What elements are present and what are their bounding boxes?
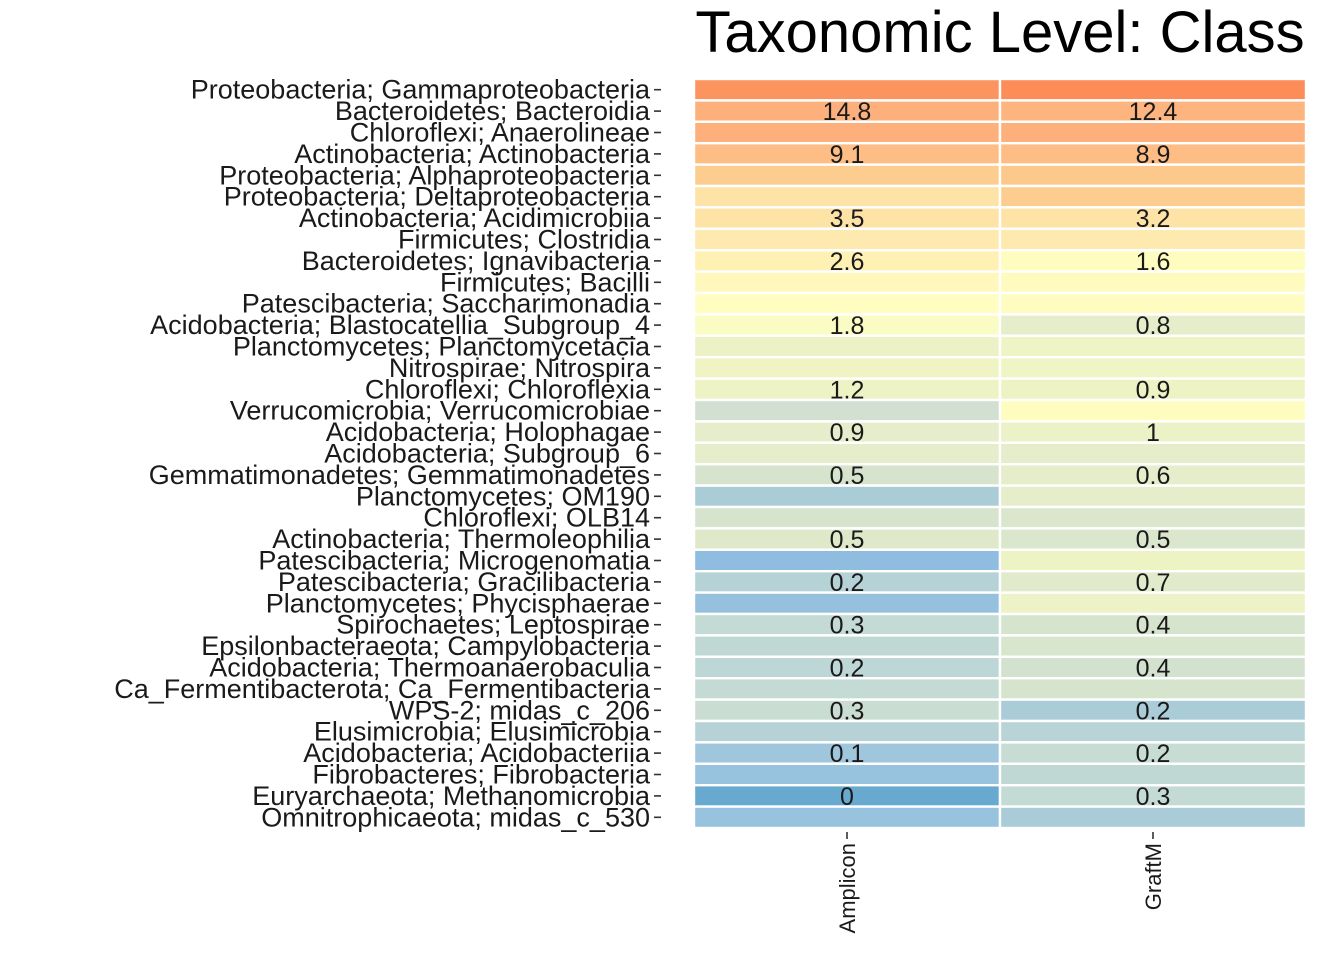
cell-value-label: 0.5 <box>830 526 865 554</box>
column-labels: Amplicon GraftM <box>835 832 1166 933</box>
cell-value-label: 1.2 <box>830 376 865 404</box>
row-label: Planctomycetes; Phycisphaerae <box>266 588 650 618</box>
row-label: Acidobacteria; Acidobacteriia <box>303 738 651 768</box>
row-label: Acidobacteria; Subgroup_6 <box>324 439 650 469</box>
cell-value-label: 8.9 <box>1136 141 1171 169</box>
cell-value-label: 0.4 <box>1136 655 1171 683</box>
heatmap-cell <box>998 805 1308 830</box>
cell-value-label: 0.4 <box>1136 612 1171 640</box>
row-label: Proteobacteria; Gammaproteobacteria <box>191 75 651 105</box>
chart-title: Taxonomic Level: Class <box>695 0 1304 65</box>
heatmap-cells <box>692 77 1308 830</box>
row-label: Nitrospirae; Nitrospira <box>389 353 651 383</box>
row-label: Chloroflexi; Anaerolineae <box>350 118 650 148</box>
cell-value-label: 0.2 <box>830 655 865 683</box>
row-label: Patescibacteria; Microgenomatia <box>258 546 651 576</box>
cell-value-label: 3.2 <box>1136 205 1171 233</box>
cell-value-label: 12.4 <box>1129 98 1178 126</box>
row-label: Fibrobacteres; Fibrobacteria <box>312 760 651 790</box>
cell-value-label: 14.8 <box>823 98 872 126</box>
row-label: Patescibacteria; Gracilibacteria <box>278 567 651 597</box>
cell-value-label: 1 <box>1146 419 1160 447</box>
cell-value-label: 9.1 <box>830 141 865 169</box>
cell-value-label: 0.5 <box>830 462 865 490</box>
cell-value-label: 1.8 <box>830 312 865 340</box>
row-label: Bacteroidetes; Bacteroidia <box>335 96 651 126</box>
cell-value-label: 0.9 <box>1136 376 1171 404</box>
row-label: Actinobacteria; Thermoleophilia <box>272 524 651 554</box>
cell-value-label: 0.2 <box>1136 740 1171 768</box>
cell-value-label: 0.6 <box>1136 462 1171 490</box>
cell-value-label: 3.5 <box>830 205 865 233</box>
cell-value-label: 2.6 <box>830 248 865 276</box>
cell-value-label: 0.9 <box>830 419 865 447</box>
row-label: Patescibacteria; Saccharimonadia <box>242 289 651 319</box>
row-label: Acidobacteria; Thermoanaerobaculia <box>209 653 651 683</box>
row-label: Acidobacteria; Blastocatellia_Subgroup_4 <box>150 310 650 340</box>
cell-value-label: 0.5 <box>1136 526 1171 554</box>
cell-value-label: 0.3 <box>830 612 865 640</box>
column-label: Amplicon <box>835 843 860 933</box>
row-label: Acidobacteria; Holophagae <box>326 417 650 447</box>
row-labels: Proteobacteria; GammaproteobacteriaBacte… <box>114 75 661 832</box>
row-label: Proteobacteria; Deltaproteobacteria <box>224 182 651 212</box>
row-label: Chloroflexi; OLB14 <box>423 503 650 533</box>
cell-value-label: 1.6 <box>1136 248 1171 276</box>
column-label: GraftM <box>1141 843 1166 910</box>
row-label: Firmicutes; Bacilli <box>440 267 650 297</box>
heatmap-cell-labels: 14.8 12.4 9.1 8.9 3.5 3.2 2.6 1.6 1.8 0.8 1.2 0.9 0.… <box>823 98 1178 811</box>
cell-value-label: 0.2 <box>1136 697 1171 725</box>
row-label: Verrucomicrobia; Verrucomicrobiae <box>230 396 650 426</box>
row-label: Epsilonbacteraeota; Campylobacteria <box>201 631 651 661</box>
row-label: Spirochaetes; Leptospirae <box>336 610 650 640</box>
row-label: Firmicutes; Clostridia <box>398 225 651 255</box>
row-label: Actinobacteria; Actinobacteria <box>294 139 651 169</box>
row-label: Chloroflexi; Chloroflexia <box>365 374 651 404</box>
cell-value-label: 0.2 <box>830 569 865 597</box>
row-label: WPS-2; midas_c_206 <box>389 695 650 725</box>
cell-value-label: 0.3 <box>830 697 865 725</box>
cell-value-label: 0.8 <box>1136 312 1171 340</box>
row-label: Actinobacteria; Acidimicrobiia <box>299 203 651 233</box>
row-label: Planctomycetes; Planctomycetacia <box>233 332 651 362</box>
row-label: Elusimicrobia; Elusimicrobia <box>314 717 651 747</box>
row-label: Proteobacteria; Alphaproteobacteria <box>219 160 651 190</box>
row-label: Gemmatimonadetes; Gemmatimonadetes <box>149 460 650 490</box>
cell-value-label: 0.3 <box>1136 783 1171 811</box>
row-label: Omnitrophicaeota; midas_c_530 <box>261 802 650 832</box>
row-label: Euryarchaeota; Methanomicrobia <box>252 781 651 811</box>
row-label: Ca_Fermentibacterota; Ca_Fermentibacteri… <box>114 674 651 704</box>
row-label: Planctomycetes; OM190 <box>356 481 650 511</box>
cell-value-label: 0.1 <box>830 740 865 768</box>
row-label: Bacteroidetes; Ignavibacteria <box>302 246 651 276</box>
cell-value-label: 0.7 <box>1136 569 1171 597</box>
cell-value-label: 0 <box>840 783 854 811</box>
